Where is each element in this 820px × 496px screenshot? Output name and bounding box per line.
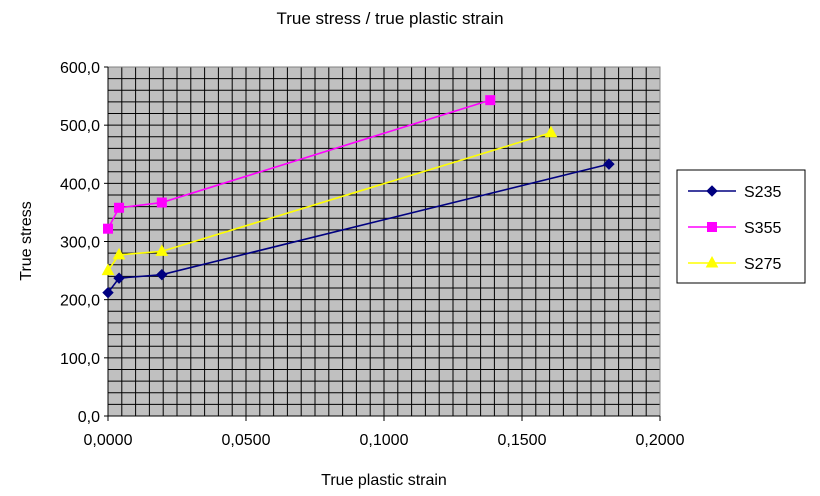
legend-label: S355 xyxy=(744,220,781,237)
legend-marker xyxy=(706,185,718,197)
grid-lines xyxy=(108,67,660,416)
series-line xyxy=(107,99,491,230)
legend-item: S355 xyxy=(688,220,781,237)
data-point xyxy=(603,158,615,170)
series-line xyxy=(107,163,610,294)
data-point xyxy=(155,244,169,256)
legend-marker xyxy=(705,255,719,268)
data-point xyxy=(102,286,114,299)
legend-label: S275 xyxy=(744,256,781,273)
series-line xyxy=(107,131,552,272)
x-axis-label: True plastic strain xyxy=(321,472,447,489)
y-tick-label: 300,0 xyxy=(60,235,100,252)
legend: S235 S355 S275 xyxy=(676,169,806,284)
y-tick-label: 600,0 xyxy=(60,60,100,77)
data-point xyxy=(544,125,558,138)
axis-ticks: 0,0 100,0 200,0 300,0 400,0 500,0 600,0 0,0000 0… xyxy=(60,60,685,449)
data-point xyxy=(156,197,167,208)
data-point xyxy=(114,202,125,213)
x-tick-label: 0,1500 xyxy=(498,432,547,449)
plot-area xyxy=(107,66,661,417)
data-point xyxy=(485,95,496,106)
legend-item: S235 xyxy=(688,184,781,201)
legend-label: S235 xyxy=(744,184,781,201)
x-tick-label: 0,0500 xyxy=(222,432,271,449)
y-tick-label: 200,0 xyxy=(60,293,100,310)
series-s275 xyxy=(101,125,558,276)
y-tick-label: 500,0 xyxy=(60,118,100,135)
series-s355 xyxy=(103,95,496,234)
data-point xyxy=(113,272,125,284)
data-point xyxy=(112,247,126,260)
legend-marker xyxy=(707,222,717,232)
x-tick-label: 0,0000 xyxy=(84,432,133,449)
x-tick-label: 0,1000 xyxy=(360,432,409,449)
series-s235 xyxy=(102,158,615,299)
y-tick-label: 100,0 xyxy=(60,351,100,368)
legend-box xyxy=(676,169,806,284)
series-layer xyxy=(101,95,615,299)
y-axis-label: True stress xyxy=(18,201,35,280)
chart-title: True stress / true plastic strain xyxy=(276,9,503,28)
legend-item: S275 xyxy=(688,255,781,273)
y-tick-label: 400,0 xyxy=(60,176,100,193)
x-tick-label: 0,2000 xyxy=(636,432,685,449)
data-point xyxy=(103,223,113,234)
data-point xyxy=(156,268,168,281)
data-point xyxy=(101,263,115,276)
y-tick-label: 0,0 xyxy=(78,409,100,426)
